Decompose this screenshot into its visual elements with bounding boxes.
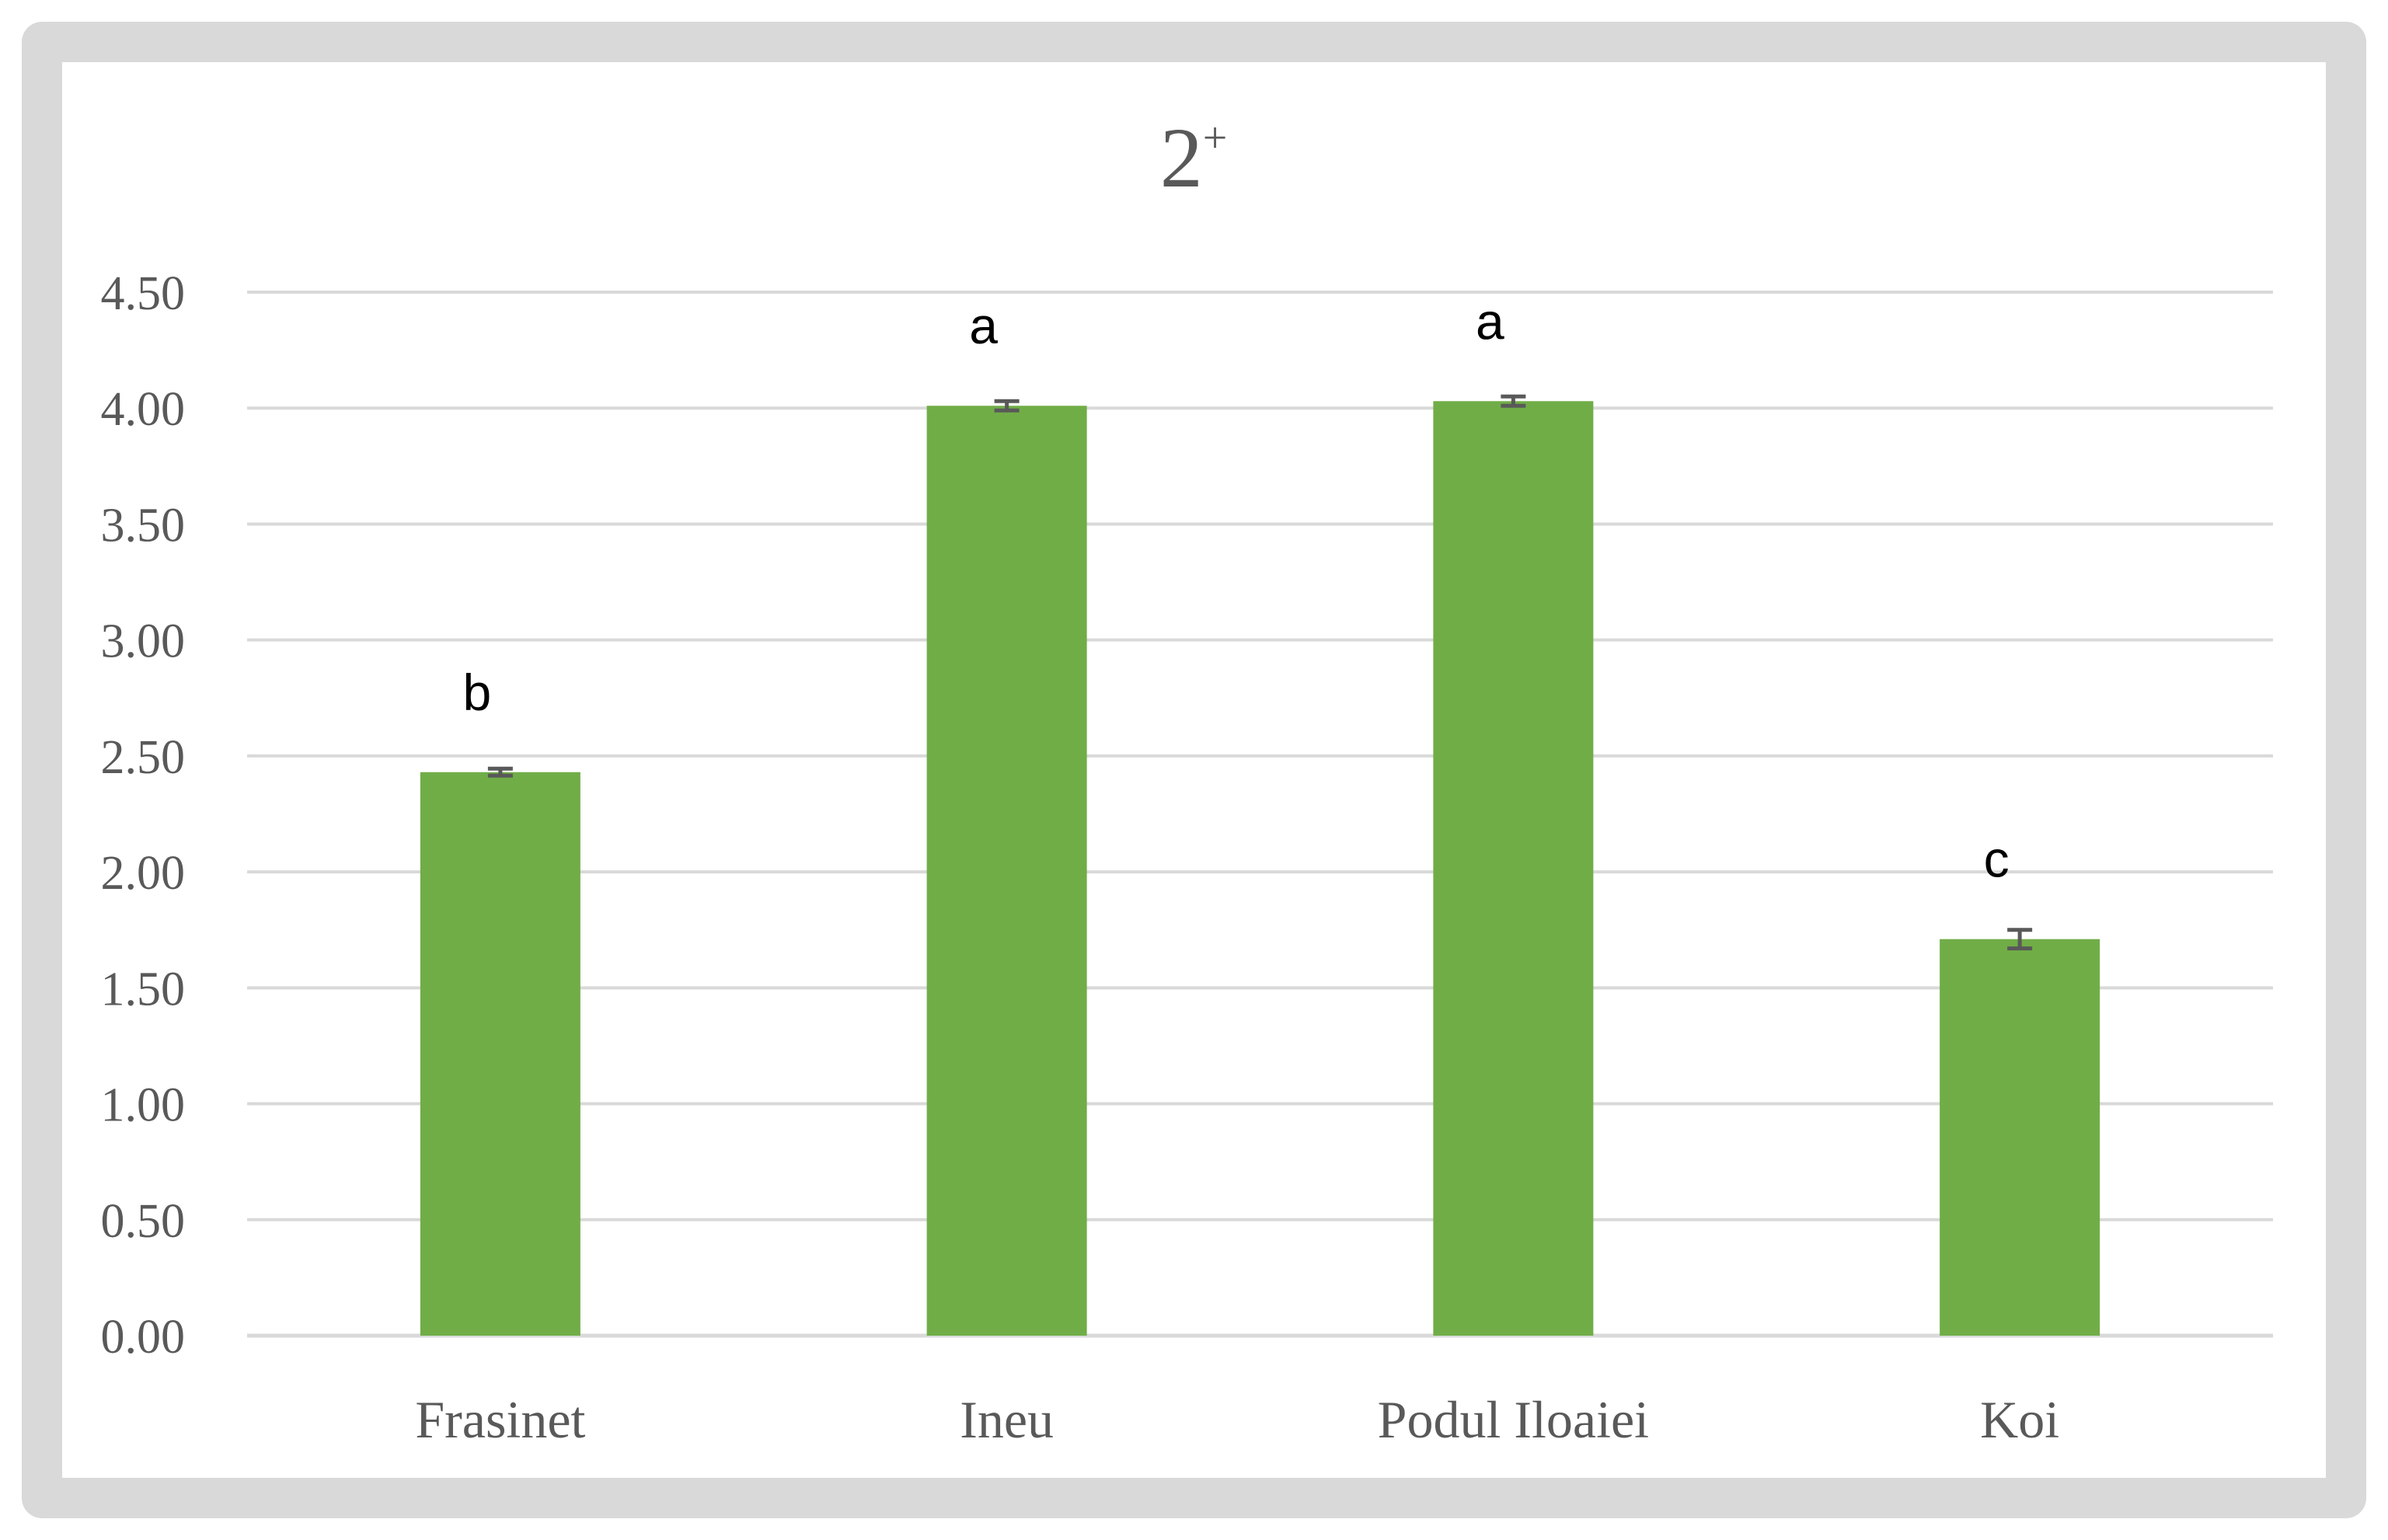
chart-title-superscript: + (1203, 114, 1228, 162)
significance-label: a (1476, 292, 1504, 350)
chart-title: 2+ (1160, 110, 1228, 205)
bar (1433, 401, 1594, 1336)
y-tick-label: 1.50 (101, 963, 186, 1016)
error-bar (487, 766, 513, 778)
significance-labels: b a a c (463, 292, 2010, 887)
chart-title-main: 2 (1160, 110, 1203, 205)
x-axis-category-labels: Frasinet Ineu Podul Iloaiei Koi (415, 1390, 2059, 1449)
significance-label: c (1984, 831, 2010, 888)
error-bars (487, 394, 2033, 951)
y-tick-label: 4.00 (101, 383, 186, 436)
x-category-label: Ineu (960, 1390, 1054, 1449)
gridlines (247, 291, 2273, 1338)
y-tick-label: 3.00 (101, 615, 186, 668)
significance-label: b (463, 664, 492, 721)
significance-label: a (969, 297, 998, 354)
bar (926, 406, 1087, 1336)
y-tick-label: 0.50 (101, 1195, 186, 1248)
error-bar (994, 399, 1020, 413)
bar (420, 772, 580, 1336)
x-category-label: Koi (1980, 1390, 2059, 1449)
x-category-label: Podul Iloaiei (1378, 1390, 1649, 1449)
y-tick-label: 2.00 (101, 847, 186, 900)
bar (1940, 939, 2100, 1336)
y-tick-label: 0.00 (101, 1311, 186, 1364)
y-tick-label: 3.50 (101, 499, 186, 552)
bars (420, 401, 2100, 1336)
y-tick-label: 4.50 (101, 267, 186, 320)
error-bar (2007, 928, 2033, 951)
y-tick-label: 2.50 (101, 731, 186, 784)
y-tick-label: 1.00 (101, 1079, 186, 1132)
x-category-label: Frasinet (415, 1390, 585, 1449)
error-bar (1501, 394, 1526, 408)
y-axis-tick-labels: 0.00 0.50 1.00 1.50 2.00 2.50 3.00 3.50 4.00 4.50 (101, 267, 186, 1364)
